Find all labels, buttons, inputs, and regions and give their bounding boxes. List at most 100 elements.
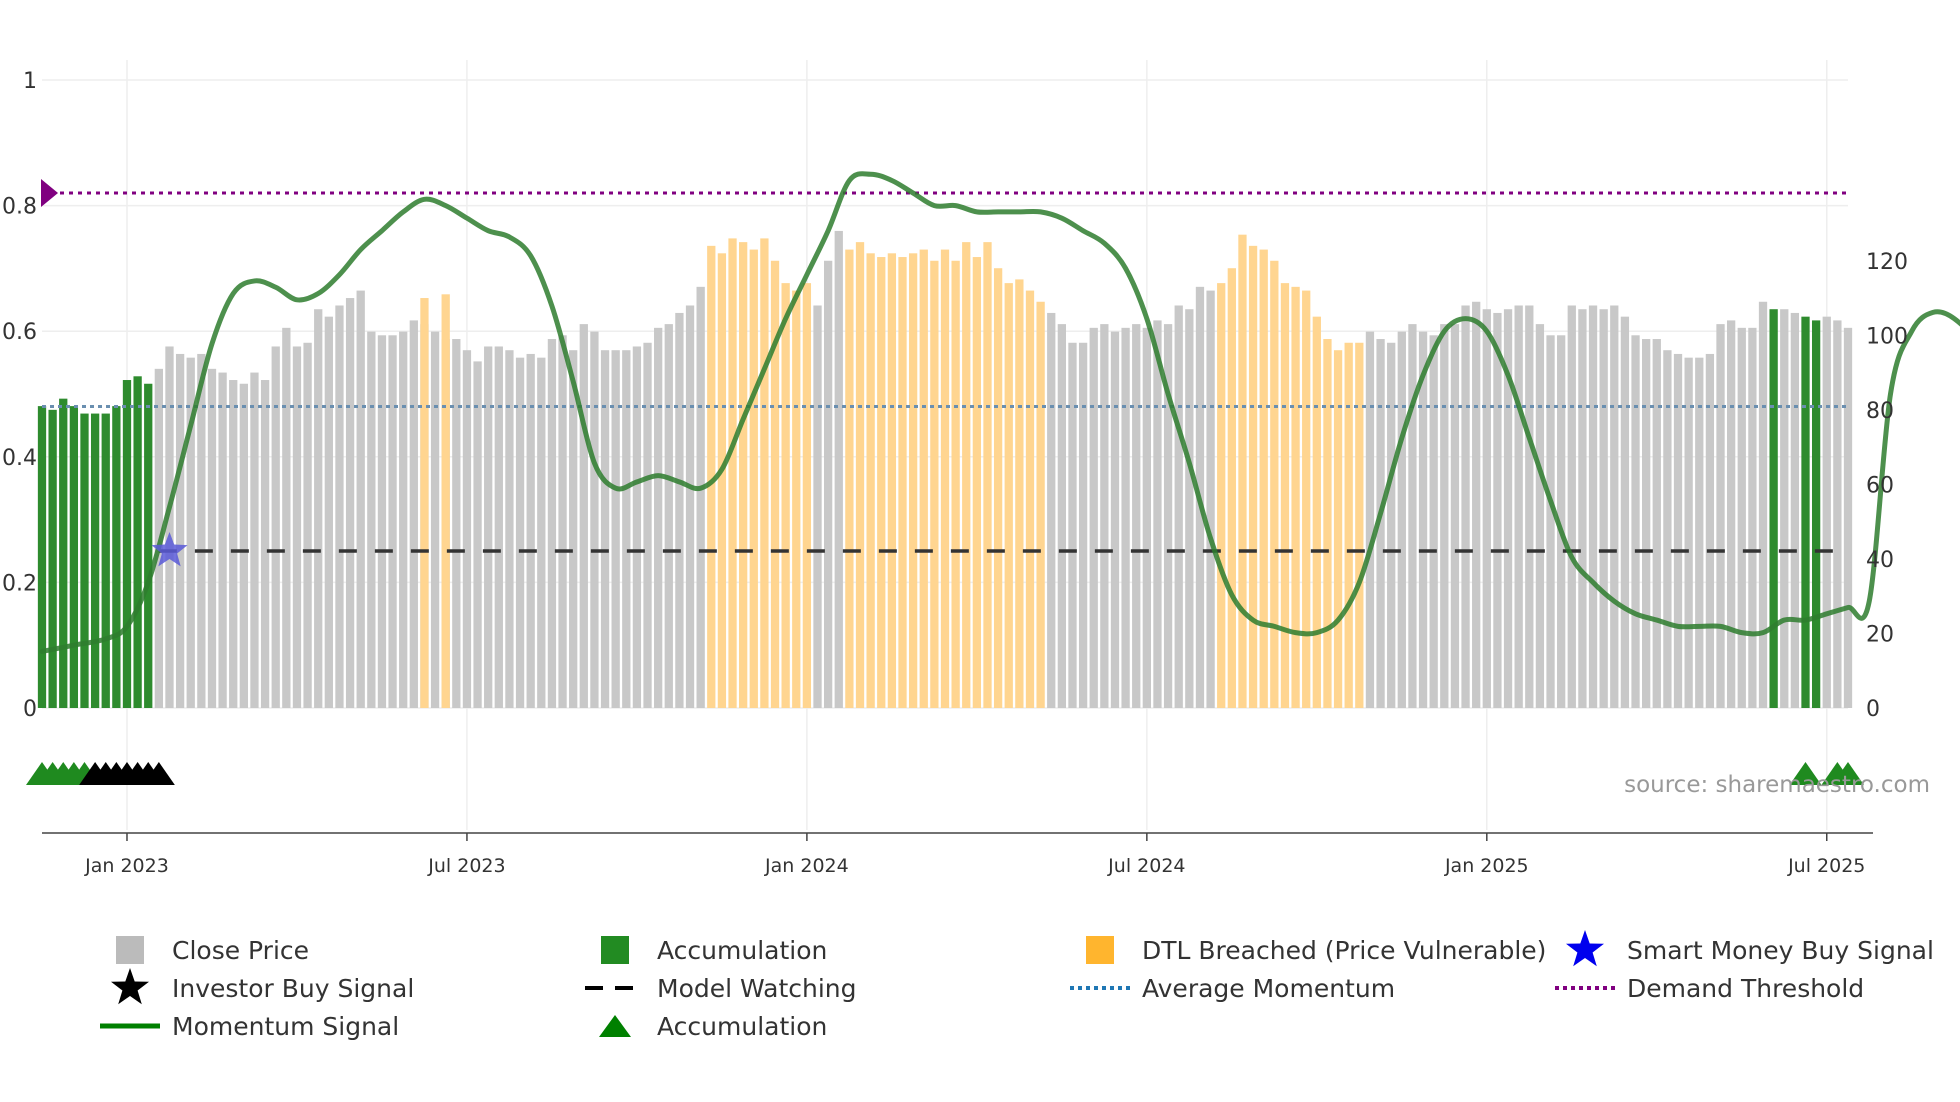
price-bar-gray xyxy=(186,357,195,708)
legend-label: Investor Buy Signal xyxy=(172,974,414,1003)
price-bar-gray xyxy=(1599,309,1608,708)
smart-money-buy-star xyxy=(151,532,188,567)
price-bar-dtl xyxy=(919,249,928,709)
right-tick-label: 100 xyxy=(1866,324,1908,349)
price-bar-gray xyxy=(1705,353,1715,708)
legend-swatch xyxy=(116,936,144,964)
price-bar-gray xyxy=(335,305,344,708)
legend-item: Demand Threshold xyxy=(1555,974,1864,1003)
price-bar-gray xyxy=(1748,327,1757,708)
price-bar-dtl xyxy=(1259,249,1268,709)
price-bar-gray xyxy=(654,327,663,708)
price-bar-gray xyxy=(1652,339,1661,708)
price-bar-gray xyxy=(675,312,684,708)
price-bar-gray xyxy=(484,346,493,708)
left-tick-label: 0.4 xyxy=(2,446,37,471)
legend-label: Accumulation xyxy=(657,936,827,965)
price-bar-gray xyxy=(1620,316,1630,708)
price-bar-gray xyxy=(1418,331,1428,708)
price-bar-dtl xyxy=(1355,342,1364,708)
legend-item: Average Momentum xyxy=(1070,974,1395,1003)
price-bar-gray xyxy=(1132,324,1141,708)
price-bar-gray xyxy=(1365,331,1375,708)
price-bar-gray xyxy=(292,346,302,708)
price-bar-gray xyxy=(1588,305,1598,708)
price-bar-gray xyxy=(1726,320,1736,708)
legend-label: Average Momentum xyxy=(1142,974,1395,1003)
price-bar-gray xyxy=(1758,301,1768,708)
x-tick-label: Jan 2024 xyxy=(764,855,849,877)
price-bar-dtl xyxy=(962,242,971,708)
close-price-bars xyxy=(37,230,1853,709)
price-bar-gray xyxy=(1567,305,1576,708)
price-bar-gray xyxy=(632,346,642,708)
price-bar-gray xyxy=(1185,309,1194,708)
price-bar-gray xyxy=(399,331,408,708)
price-bar-gray xyxy=(430,331,440,708)
price-bar-acc xyxy=(69,406,79,708)
right-tick-label: 20 xyxy=(1866,622,1894,647)
price-bar-gray xyxy=(1429,335,1438,708)
price-bar-dtl xyxy=(441,294,450,708)
price-bar-gray xyxy=(409,320,418,708)
price-bar-dtl xyxy=(717,253,727,708)
momentum-signal-line xyxy=(39,171,1960,654)
accumulation-triangle xyxy=(1789,762,1822,785)
price-bar-gray xyxy=(165,346,174,708)
price-bar-gray xyxy=(1163,324,1173,708)
right-tick-label: 120 xyxy=(1866,250,1908,275)
x-tick-label: Jul 2025 xyxy=(1787,855,1865,877)
price-bar-gray xyxy=(515,357,525,708)
price-bar-gray xyxy=(1546,335,1555,708)
price-bar-gray xyxy=(1461,305,1470,708)
legend-label: Demand Threshold xyxy=(1627,974,1864,1003)
price-bar-dtl xyxy=(866,253,875,708)
price-bar-gray xyxy=(367,331,376,708)
price-bar-dtl xyxy=(1323,339,1332,708)
left-tick-label: 0.8 xyxy=(2,195,37,220)
price-bar-gray xyxy=(823,260,833,708)
legend-star-icon xyxy=(111,968,149,1005)
price-bar-dtl xyxy=(940,249,950,709)
price-bar-dtl xyxy=(707,245,716,709)
price-bar-gray xyxy=(1790,312,1800,708)
price-bar-gray xyxy=(813,305,822,708)
price-bar-gray xyxy=(462,350,472,708)
signal-markers xyxy=(26,532,1864,785)
price-bar-dtl xyxy=(993,268,1003,708)
price-bar-dtl xyxy=(760,238,769,708)
accumulation-triangle xyxy=(1832,762,1864,785)
price-bar-gray xyxy=(1514,305,1523,708)
price-bar-gray xyxy=(218,372,227,708)
price-bar-gray xyxy=(1716,324,1725,708)
momentum-signal-layer xyxy=(39,171,1960,654)
price-bar-gray xyxy=(1642,339,1651,708)
price-bar-acc xyxy=(101,413,110,708)
price-bar-acc xyxy=(1801,316,1810,708)
price-bar-dtl xyxy=(983,242,992,708)
price-bar-gray xyxy=(1663,350,1672,708)
price-bar-gray xyxy=(1408,324,1417,708)
price-bar-gray xyxy=(260,380,270,708)
price-bar-gray xyxy=(1121,327,1130,708)
price-bar-gray xyxy=(1780,309,1789,708)
price-bar-gray xyxy=(494,346,503,708)
price-bar-dtl xyxy=(877,257,886,708)
price-bar-dtl xyxy=(781,283,790,708)
price-bar-gray xyxy=(1843,327,1853,708)
price-bar-gray xyxy=(207,368,217,708)
price-bar-dtl xyxy=(1004,283,1013,708)
price-bar-gray xyxy=(1397,331,1406,708)
price-bar-gray xyxy=(324,316,333,708)
price-bar-dtl xyxy=(1270,260,1279,708)
legend-swatch xyxy=(1086,936,1114,964)
price-bar-gray xyxy=(1684,357,1693,708)
price-bar-gray xyxy=(526,353,535,708)
price-bar-gray xyxy=(197,353,206,708)
price-bar-gray xyxy=(473,361,482,708)
price-bar-dtl xyxy=(728,238,737,708)
left-tick-label: 1 xyxy=(23,69,37,94)
x-tick-label: Jul 2024 xyxy=(1107,855,1185,877)
legend-item: Close Price xyxy=(116,936,309,965)
price-bar-gray xyxy=(1068,342,1077,708)
